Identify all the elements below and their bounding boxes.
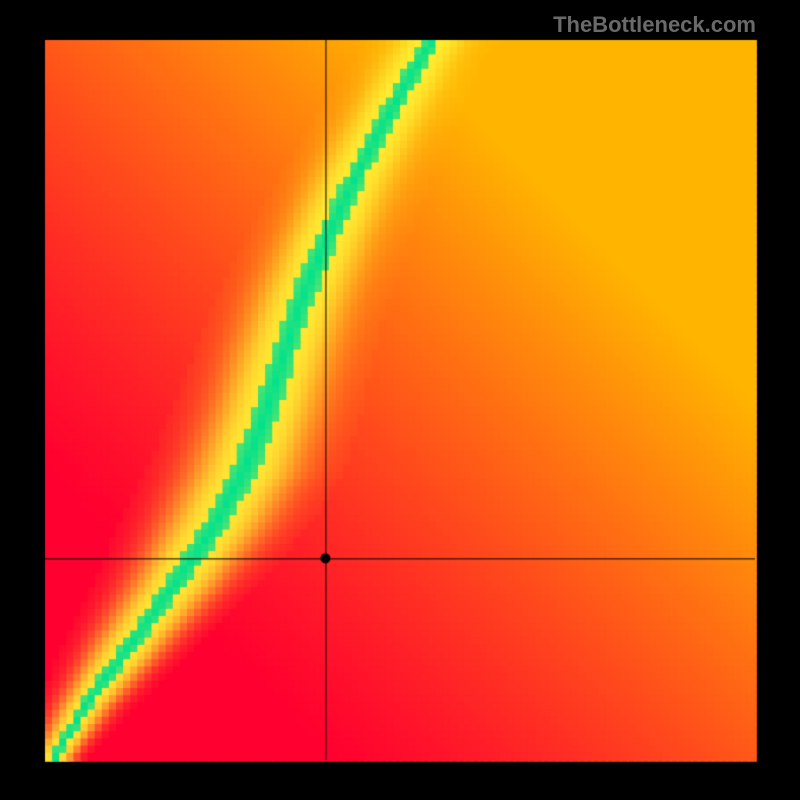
root-container: TheBottleneck.com: [0, 0, 800, 800]
heatmap-plot: [0, 0, 800, 800]
watermark-text: TheBottleneck.com: [553, 12, 756, 38]
